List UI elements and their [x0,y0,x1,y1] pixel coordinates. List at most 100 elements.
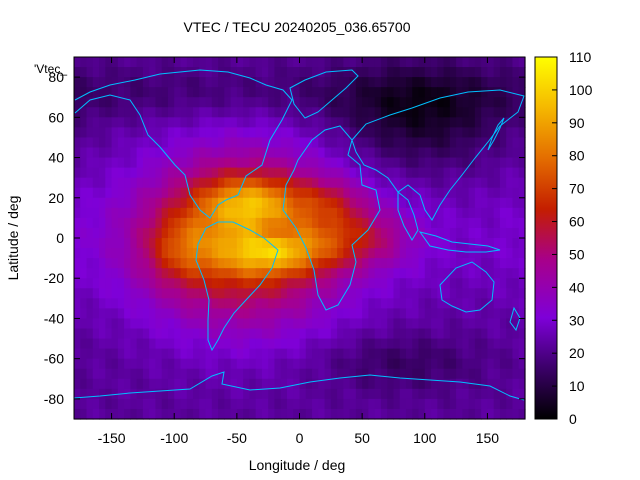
heat-cell [362,338,369,350]
heat-cell [211,258,219,269]
heat-cell [155,57,163,68]
heat-cell [443,408,451,420]
heat-cell [299,408,307,420]
heat-cell [506,398,514,410]
heat-cell [462,227,470,239]
heat-cell [86,408,94,420]
heat-cell [186,127,194,139]
heat-cell [199,298,207,309]
heat-cell [186,147,194,159]
heat-cell [424,308,432,320]
heat-cell [161,177,169,189]
heat-cell [105,227,113,239]
heat-cell [330,197,338,209]
heat-cell [481,278,489,289]
heat-cell [443,207,451,219]
heat-cell [99,318,106,330]
heat-cell [243,278,250,289]
heat-cell [443,358,451,370]
heat-cell [374,77,382,88]
heat-cell [136,308,144,320]
heat-cell [343,197,351,209]
heat-cell [493,107,501,118]
heat-cell [80,57,88,68]
heat-cell [218,207,225,219]
heat-cell [211,268,219,279]
heat-cell [349,117,357,128]
heat-cell [111,97,119,108]
heat-cell [349,177,357,189]
heat-cell [161,157,169,169]
heat-cell [293,268,301,279]
heat-cell [205,127,213,139]
heat-cell [449,308,457,320]
heat-cell [74,137,81,149]
heat-cell [312,338,319,350]
heat-cell [449,268,457,279]
heat-cell [249,127,257,139]
heat-cell [318,177,326,189]
colorbar-tick-label: 20 [569,345,585,361]
heat-cell [431,378,438,390]
heat-cell [518,288,526,299]
heat-cell [86,137,94,149]
heat-cell [387,127,395,139]
heat-cell [493,167,501,179]
heat-cell [161,248,169,259]
heat-cell [224,197,232,209]
heat-cell [355,137,363,149]
heat-cell [142,408,150,420]
heat-cell [299,278,307,289]
heat-cell [280,258,288,269]
heat-cell [167,278,175,289]
heat-cell [86,207,94,219]
heat-cell [124,67,131,78]
heat-cell [431,97,438,108]
heat-cell [211,97,219,108]
heat-cell [449,217,457,229]
heat-cell [105,348,113,360]
heat-cell [387,358,395,370]
heat-cell [299,298,307,309]
heat-cell [92,177,100,189]
heat-cell [424,328,432,340]
heat-cell [481,298,489,309]
heat-cell [431,147,438,159]
heat-cell [431,207,438,219]
heat-cell [305,207,313,219]
heat-cell [243,298,250,309]
heat-cell [399,77,407,88]
heat-cell [274,137,282,149]
heat-cell [499,207,507,219]
heat-cell [111,77,119,88]
heat-cell [261,408,269,420]
heat-cell [318,117,326,128]
heat-cell [268,378,276,390]
heat-cell [456,57,463,68]
heat-cell [506,67,514,78]
heat-cell [387,248,395,259]
heat-cell [437,358,445,370]
heat-cell [424,107,432,118]
heat-cell [274,248,282,259]
heat-cell [92,328,100,340]
heat-cell [443,187,451,199]
heat-cell [249,187,257,199]
heat-cell [493,368,501,380]
heat-cell [418,258,426,269]
heat-cell [462,398,470,410]
heat-cell [399,358,407,370]
heat-cell [405,298,413,309]
heat-cell [180,348,188,360]
heat-cell [211,157,219,169]
heat-cell [124,57,131,68]
heat-cell [105,388,113,400]
heat-cell [167,338,175,350]
heat-cell [518,358,526,370]
heat-cell [506,338,514,350]
heat-cell [318,137,326,149]
heat-cell [399,348,407,360]
heat-cell [449,338,457,350]
heat-cell [211,147,219,159]
heat-cell [343,177,351,189]
